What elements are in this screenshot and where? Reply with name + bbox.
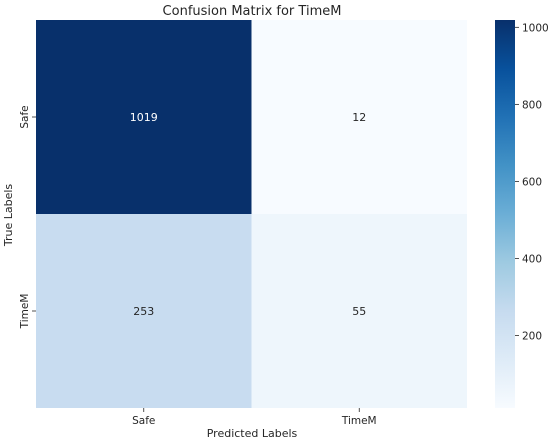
- x-tick-label: TimeM: [341, 415, 377, 427]
- colorbar-tick-label: 600: [522, 176, 542, 188]
- chart-title: Confusion Matrix for TimeM: [163, 4, 342, 19]
- colorbar-tick-label: 800: [522, 99, 542, 111]
- colorbar-tick-label: 200: [522, 331, 542, 343]
- colorbar-ticks: 200 400 600 800 1000: [515, 22, 549, 343]
- y-tick-labels: Safe TimeM: [19, 105, 36, 329]
- heatmap-cell: [36, 20, 252, 214]
- colorbar-tick-label: 1000: [522, 22, 549, 34]
- y-tick-label: Safe: [19, 105, 31, 128]
- x-axis-label: Predicted Labels: [207, 427, 298, 440]
- cell-value-label: 1019: [130, 111, 158, 124]
- heatmap-cell: [251, 214, 467, 408]
- heatmap-cells: 1019 12 253 55: [36, 20, 467, 408]
- y-tick-label: TimeM: [19, 294, 31, 330]
- cell-value-label: 253: [133, 305, 154, 318]
- x-tick-label: Safe: [132, 415, 155, 427]
- heatmap-cell: [36, 214, 252, 408]
- colorbar: [495, 20, 515, 408]
- cell-value-label: 55: [352, 305, 366, 318]
- y-axis-label: True Labels: [2, 184, 15, 248]
- x-tick-labels: Safe TimeM: [132, 408, 377, 427]
- heatmap-cell: [251, 20, 467, 214]
- colorbar-tick-label: 400: [522, 254, 542, 266]
- cell-value-label: 12: [352, 111, 366, 124]
